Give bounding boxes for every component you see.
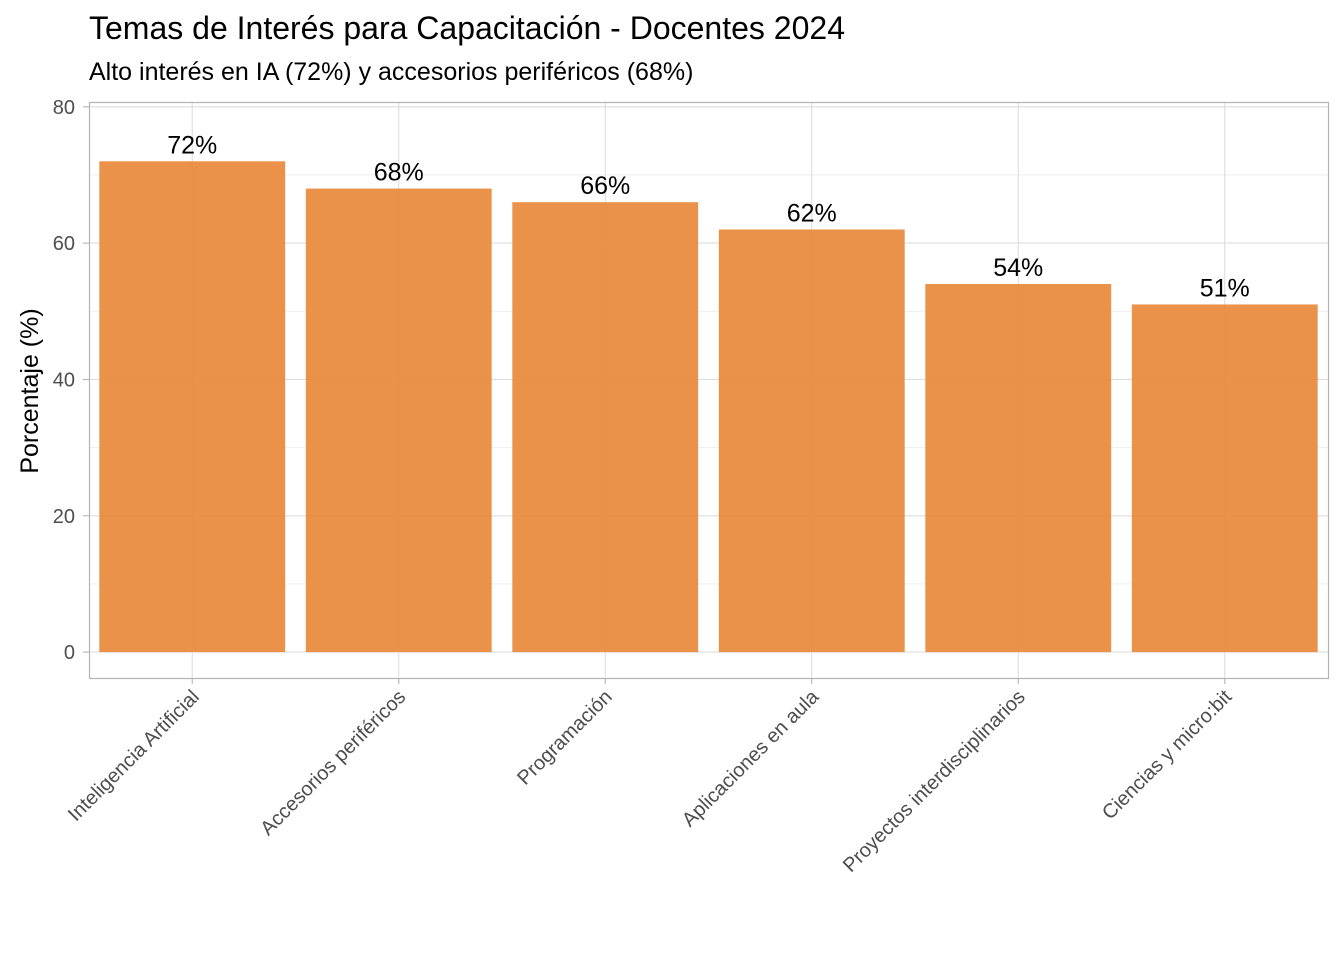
bar [718,229,905,653]
bar [1131,304,1318,653]
data-label: 51% [1200,274,1250,302]
bars [99,161,1318,653]
bar [305,188,492,653]
data-label: 68% [374,159,424,187]
data-label: 72% [167,131,217,159]
y-axis: 0 20 40 60 80 [53,97,89,664]
y-tick-label: 40 [53,369,75,391]
data-label: 54% [993,254,1043,282]
x-tick-label: Ciencias y micro:bit [1098,686,1236,824]
bar [512,202,699,653]
y-tick-label: 0 [64,642,75,664]
plot-panel-border [88,101,1330,680]
data-label: 66% [580,172,630,200]
bar [925,284,1112,653]
chart-subtitle: Alto interés en IA (72%) y accesorios pe… [89,58,694,86]
x-tick-label: Aplicaciones en aula [678,685,824,831]
x-tick-label: Inteligencia Artificial [64,686,204,826]
bar [99,161,286,653]
x-tick-label: Programación [513,686,617,790]
chart-title: Temas de Interés para Capacitación - Doc… [89,10,845,46]
y-axis-title: Porcentaje (%) [16,308,44,473]
x-axis: Inteligencia Artificial Accesorios perifé… [64,678,1237,877]
x-tick-label: Proyectos interdisciplinarios [839,686,1030,877]
x-tick-label: Accesorios periféricos [256,686,410,840]
y-tick-label: 20 [53,506,75,528]
data-label: 62% [787,199,837,227]
y-tick-label: 60 [53,233,75,255]
y-tick-label: 80 [53,97,75,119]
data-labels: 72% 68% 66% 62% 54% 51% [167,131,1250,302]
